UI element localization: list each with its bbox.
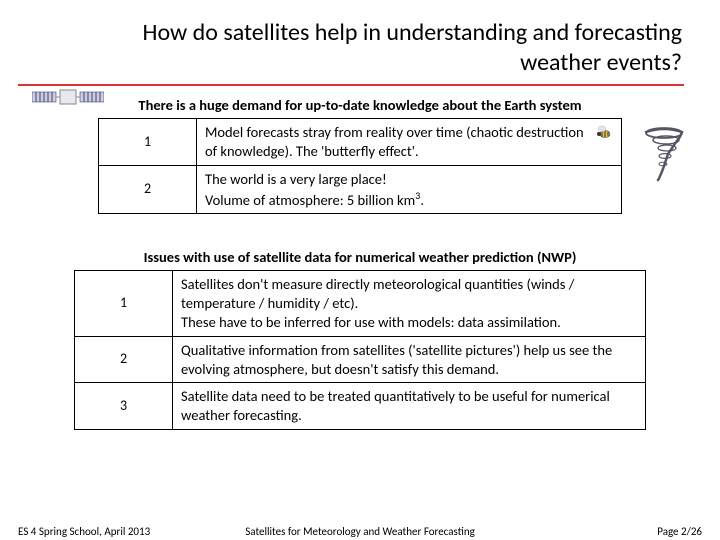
footer-right: Page 2/26 xyxy=(657,525,702,538)
section2-heading: Issues with use of satellite data for nu… xyxy=(0,248,720,266)
table-row: 2 The world is a very large place!Volume… xyxy=(99,165,622,214)
section1-heading: There is a huge demand for up-to-date kn… xyxy=(0,96,720,114)
row-text: Model forecasts stray from reality over … xyxy=(197,119,622,166)
table-row: 3 Satellite data need to be treated quan… xyxy=(75,383,646,430)
section2-table: 1 Satellites don't measure directly mete… xyxy=(74,270,646,430)
tornado-icon xyxy=(642,126,686,182)
row-number: 2 xyxy=(99,165,197,214)
row-number: 2 xyxy=(75,336,173,383)
table-row: 1 Satellites don't measure directly mete… xyxy=(75,271,646,337)
section1-table: 1 Model forecasts stray from reality ove… xyxy=(98,118,622,214)
table-row: 1 Model forecasts stray from reality ove… xyxy=(99,119,622,166)
row-number: 1 xyxy=(75,271,173,337)
bee-icon xyxy=(593,123,613,146)
title-line2: weather events? xyxy=(520,48,682,77)
row-text: Satellite data need to be treated quanti… xyxy=(173,383,646,430)
footer-center: Satellites for Meteorology and Weather F… xyxy=(0,525,720,538)
page-title: How do satellites help in understanding … xyxy=(0,0,720,82)
table-row: 2 Qualitative information from satellite… xyxy=(75,336,646,383)
row-text-content: Model forecasts stray from reality over … xyxy=(205,123,584,160)
row-text: Qualitative information from satellites … xyxy=(173,336,646,383)
row-text: The world is a very large place!Volume o… xyxy=(197,165,622,214)
row-number: 3 xyxy=(75,383,173,430)
row-number: 1 xyxy=(99,119,197,166)
satellite-icon xyxy=(32,82,104,112)
title-line1: How do satellites help in understanding … xyxy=(143,18,682,47)
title-underline xyxy=(18,84,684,86)
row-text: Satellites don't measure directly meteor… xyxy=(173,271,646,337)
